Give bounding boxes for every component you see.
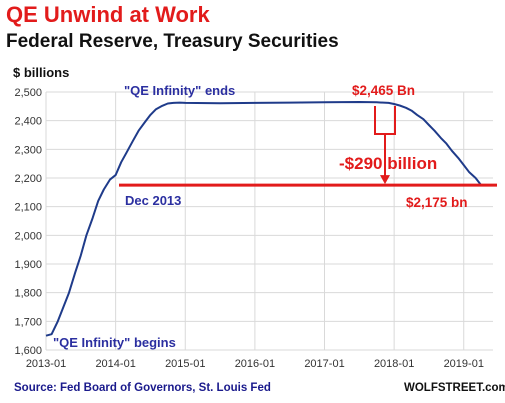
y-tick-label: 1,600 <box>14 345 42 357</box>
annotation-current: $2,175 bn <box>406 195 468 210</box>
x-tick-label: 2015-01 <box>165 358 205 370</box>
x-tick-label: 2016-01 <box>235 358 275 370</box>
x-tick-label: 2018-01 <box>374 358 414 370</box>
y-tick-label: 2,200 <box>14 173 42 185</box>
y-tick-label: 1,700 <box>14 316 42 328</box>
y-tick-label: 2,400 <box>14 116 42 128</box>
x-tick-label: 2014-01 <box>95 358 135 370</box>
annotation-qe-ends: "QE Infinity" ends <box>124 83 235 98</box>
decline-bracket-lines <box>374 106 396 182</box>
y-axis-label: $ billions <box>13 65 70 80</box>
y-tick-label: 2,500 <box>14 87 42 99</box>
x-tick-label: 2019-01 <box>444 358 484 370</box>
y-tick-label: 1,900 <box>14 259 42 271</box>
source-note: Source: Fed Board of Governors, St. Loui… <box>14 382 271 394</box>
annotation-qe-begins: "QE Infinity" begins <box>53 335 176 350</box>
y-tick-label: 2,300 <box>14 144 42 156</box>
decline-arrowhead <box>380 175 390 185</box>
decline-bracket <box>374 106 396 185</box>
y-tick-labels: 1,600 1,700 1,800 1,900 2,000 2,100 2,200 2,300… <box>14 87 42 357</box>
y-tick-label: 2,000 <box>14 230 42 242</box>
y-tick-label: 1,800 <box>14 288 42 300</box>
gridlines <box>45 91 493 351</box>
annotation-peak: $2,465 Bn <box>352 83 415 98</box>
annotation-decline: -$290 billion <box>339 154 437 173</box>
x-tick-label: 2013-01 <box>26 358 66 370</box>
chart-title: QE Unwind at Work <box>6 2 210 27</box>
brand-watermark: WOLFSTREET.com <box>404 382 505 394</box>
annotation-dec2013: Dec 2013 <box>125 193 181 208</box>
x-tick-label: 2017-01 <box>304 358 344 370</box>
y-tick-label: 2,100 <box>14 202 42 214</box>
series-line-treasury <box>45 101 482 337</box>
chart-subtitle: Federal Reserve, Treasury Securities <box>6 31 339 52</box>
x-tick-labels: 2013-01 2014-01 2015-01 2016-01 2017-01 2018-… <box>26 358 484 370</box>
